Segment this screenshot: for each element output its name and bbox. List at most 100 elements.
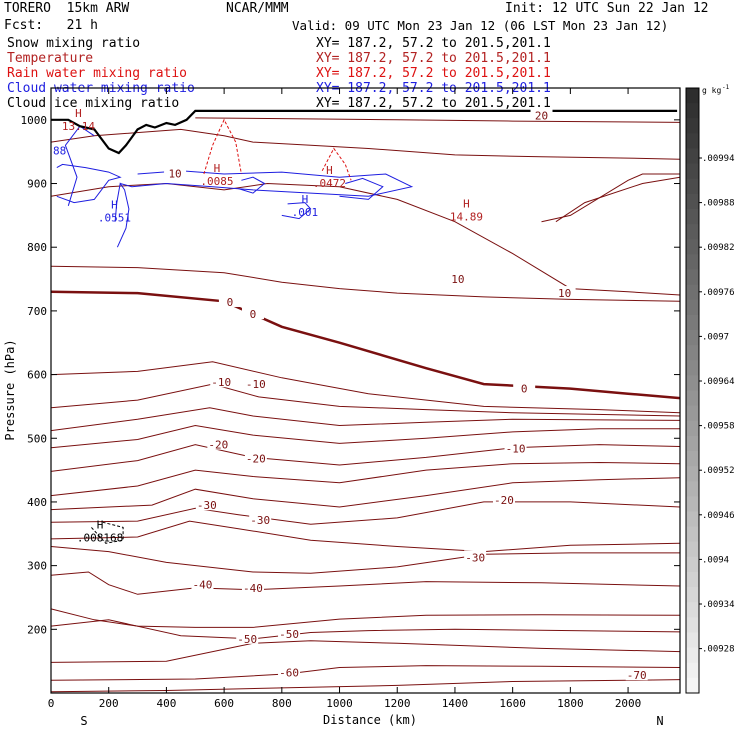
y-tick-label: 700 <box>27 305 47 318</box>
temperature-label-bg <box>244 451 267 464</box>
temperature-contour-line <box>555 176 681 223</box>
temperature-label-bg <box>195 498 218 511</box>
temperature-label-bg <box>207 437 230 450</box>
y-tick-label: 400 <box>27 496 47 509</box>
y-tick-label: 800 <box>27 241 47 254</box>
temperature-label-bg <box>244 377 267 390</box>
extremum-marker: H <box>302 193 309 206</box>
colorbar-swatch <box>686 632 699 649</box>
colorbar-tick-label: .0097 <box>702 332 729 342</box>
cloud-water-contour-line <box>238 176 266 194</box>
y-axis-label: Pressure (hPa) <box>3 339 17 440</box>
cloud-water-contour-line <box>114 182 130 248</box>
colorbar-swatch <box>686 193 699 210</box>
field-xy-snow: XY= 187.2, 57.2 to 201.5,201.1 <box>316 36 551 51</box>
temperature-label-bg <box>236 631 259 644</box>
temperature-contour-line <box>50 383 681 417</box>
colorbar: .00994 .00988 .00982 .00976 .0097 .00964 .0095… <box>685 84 735 694</box>
extremum-marker: H <box>214 162 221 175</box>
axes: 0 200 400 600 800 1000 1200 1400 1600 1800 2000200… <box>21 88 680 710</box>
temperature-label: -50 <box>237 633 257 646</box>
temperature-contour-line <box>50 265 681 302</box>
colorbar-tick-label: .00982 <box>702 243 735 253</box>
x-tick-label: 600 <box>214 697 234 710</box>
rain-contours <box>91 118 352 544</box>
temperature-contour-line <box>50 501 681 525</box>
temperature-contour-line <box>50 665 681 681</box>
temperature-label-bg <box>241 307 264 320</box>
org-label: NCAR/MMM <box>226 1 289 16</box>
colorbar-swatch <box>686 511 699 528</box>
rain-contour-line <box>321 147 352 181</box>
temperature-label: -20 <box>246 453 266 466</box>
temperature-label: 20 <box>535 109 548 122</box>
temperature-contour-line <box>50 407 681 432</box>
x-end-right: N <box>656 714 663 728</box>
colorbar-swatch <box>686 390 699 407</box>
temperature-label-bg <box>530 108 553 121</box>
colorbar-swatch <box>686 118 699 134</box>
colorbar-swatch <box>686 103 699 119</box>
x-end-left: S <box>80 714 87 728</box>
extremum-value: 13.14 <box>62 120 95 133</box>
colorbar-swatch <box>686 435 699 452</box>
colorbar-tick-label: .0094 <box>702 555 729 565</box>
x-tick-label: 200 <box>99 697 119 710</box>
temperature-label: 10 <box>558 287 571 300</box>
field-xy-temperature: XY= 187.2, 57.2 to 201.5,201.1 <box>316 51 551 66</box>
cloud-water-contour-line <box>56 163 122 204</box>
extremum-marker: H <box>97 519 104 532</box>
x-tick-label: 1400 <box>442 697 469 710</box>
extremum-value: .0085 <box>200 175 233 188</box>
colorbar-swatch <box>686 647 699 664</box>
field-name-temperature: Temperature <box>7 51 94 66</box>
temperature-label-bg <box>241 580 264 593</box>
x-tick-label: 1000 <box>326 697 353 710</box>
colorbar-swatch <box>686 345 699 361</box>
extremum-value: .0472 <box>313 177 346 190</box>
temperature-label-bg <box>218 294 241 307</box>
temperature-label-bg <box>446 272 469 285</box>
temperature-contour-line <box>50 477 681 511</box>
temperature-label-bg <box>249 512 272 525</box>
colorbar-swatch <box>686 148 699 165</box>
extremum-value: 14.89 <box>450 211 483 224</box>
init-label: Init: 12 UTC Sun 22 Jan 12 <box>505 1 709 16</box>
colorbar-swatch <box>686 178 699 195</box>
model-label: TORERO 15km ARW <box>4 1 130 16</box>
x-tick-label: 1600 <box>499 697 526 710</box>
field-xy-cloud-ice: XY= 187.2, 57.2 to 201.5,201.1 <box>316 96 551 111</box>
y-tick-label: 600 <box>27 369 47 382</box>
temperature-contour-line <box>50 182 681 296</box>
colorbar-swatch <box>686 284 699 301</box>
colorbar-swatch <box>686 88 699 104</box>
temperature-contour-line <box>50 128 681 160</box>
cloud-water-contour-line <box>339 177 384 200</box>
colorbar-frame <box>685 87 700 694</box>
extremum-value: .0551 <box>98 211 131 224</box>
x-tick-label: 1800 <box>557 697 584 710</box>
temperature-contour-line <box>50 619 681 640</box>
temperature-label-bg <box>191 577 214 590</box>
colorbar-swatch <box>686 375 699 391</box>
terrain-line <box>51 109 678 155</box>
colorbar-swatch <box>686 239 699 255</box>
extremum-value: .008168 <box>77 532 123 545</box>
x-tick-label: 0 <box>48 697 55 710</box>
colorbar-swatch <box>686 466 699 482</box>
colorbar-tick-label: .00934 <box>702 600 735 610</box>
x-tick-label: 800 <box>272 697 292 710</box>
temperature-contour-line <box>50 424 680 449</box>
temperature-label: -60 <box>279 667 299 680</box>
colorbar-units: g kg <box>702 86 721 95</box>
colorbar-tick-label: .00946 <box>702 511 735 521</box>
colorbar-units-exp: -1 <box>722 84 730 91</box>
temperature-label-bg <box>492 493 515 506</box>
colorbar-swatch <box>686 526 699 543</box>
temperature-label: 0 <box>521 383 528 396</box>
colorbar-swatch <box>686 405 699 422</box>
temperature-label: -40 <box>193 579 213 592</box>
cloud-water-contour-line <box>281 202 312 220</box>
colorbar-swatch <box>686 587 699 603</box>
fcst-label: Fcst: 21 h <box>4 18 98 33</box>
